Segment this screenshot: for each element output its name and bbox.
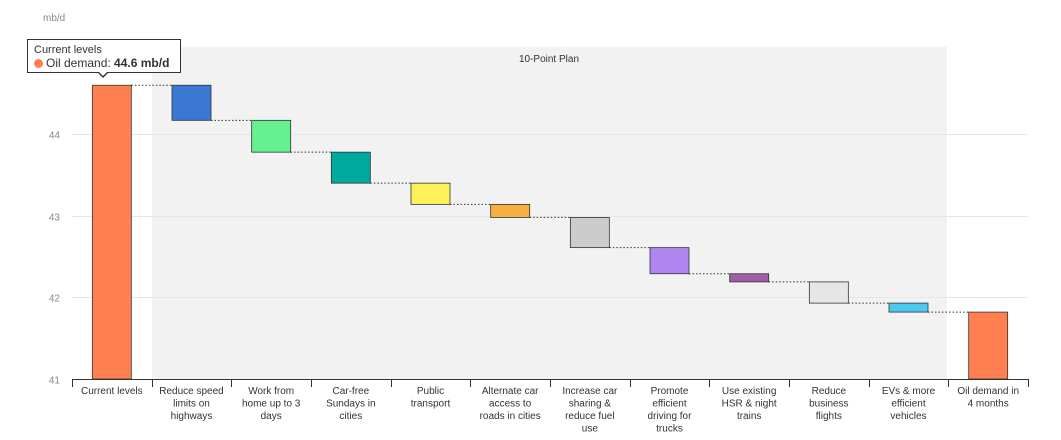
x-tick-label: Car-free Sundays in cities <box>326 386 375 422</box>
y-tick-label: 44 <box>49 131 61 142</box>
plan-band <box>152 47 947 379</box>
x-tick-label: Reduce business flights <box>809 386 848 422</box>
bar-3[interactable] <box>251 119 292 153</box>
grid-lines <box>72 134 1028 298</box>
x-tick-label: Use existing HSR & night trains <box>722 386 777 422</box>
x-axis: Current levels Reduce speed limits on highw… <box>72 379 1029 435</box>
tooltip-series-dot <box>34 59 43 68</box>
tooltip: Current levels Oil demand: 44.6 mb/d <box>27 39 181 73</box>
bar-7[interactable] <box>569 217 610 249</box>
x-tick-label: Current levels <box>81 386 143 397</box>
bar-9[interactable] <box>729 273 770 283</box>
y-tick-label: 41 <box>49 376 61 387</box>
tooltip-value: 44.6 mb/d <box>114 56 170 70</box>
y-tick-label: 43 <box>49 213 61 224</box>
bar-5[interactable] <box>410 182 451 205</box>
x-tick-label: Reduce speed limits on highways <box>159 386 224 422</box>
x-tick-label: Increase car sharing & reduce fuel use <box>562 386 618 435</box>
bar-6[interactable] <box>490 203 531 218</box>
tooltip-title: Current levels <box>34 44 102 56</box>
x-tick-label: Promote efficient driving for trucks <box>648 386 693 435</box>
y-axis-unit: mb/d <box>43 13 65 24</box>
x-tick-label: Oil demand in 4 months <box>957 386 1019 410</box>
band-label: 10-Point Plan <box>519 54 579 65</box>
bar-10[interactable] <box>808 281 849 304</box>
tooltip-arrow-inner <box>98 71 108 76</box>
tooltip-series-name: Oil demand <box>46 56 108 70</box>
y-tick-label: 42 <box>49 294 61 305</box>
bar-11[interactable] <box>888 302 929 313</box>
x-tick-label: EVs & more efficient vehicles <box>882 386 936 422</box>
bar-4[interactable] <box>330 151 371 184</box>
bar-2[interactable] <box>171 84 212 121</box>
x-tick-label: Alternate car access to roads in cities <box>480 386 541 422</box>
x-tick-label: Public transport <box>411 386 451 410</box>
bar-8[interactable] <box>649 247 690 275</box>
bar-12[interactable] <box>968 311 1009 380</box>
tooltip-row: Oil demand: 44.6 mb/d <box>34 56 174 71</box>
bar-1[interactable] <box>91 84 132 380</box>
bars <box>91 84 1009 380</box>
x-tick-label: Work from home up to 3 days <box>242 386 301 422</box>
y-axis: 41 42 43 44 <box>49 131 61 387</box>
